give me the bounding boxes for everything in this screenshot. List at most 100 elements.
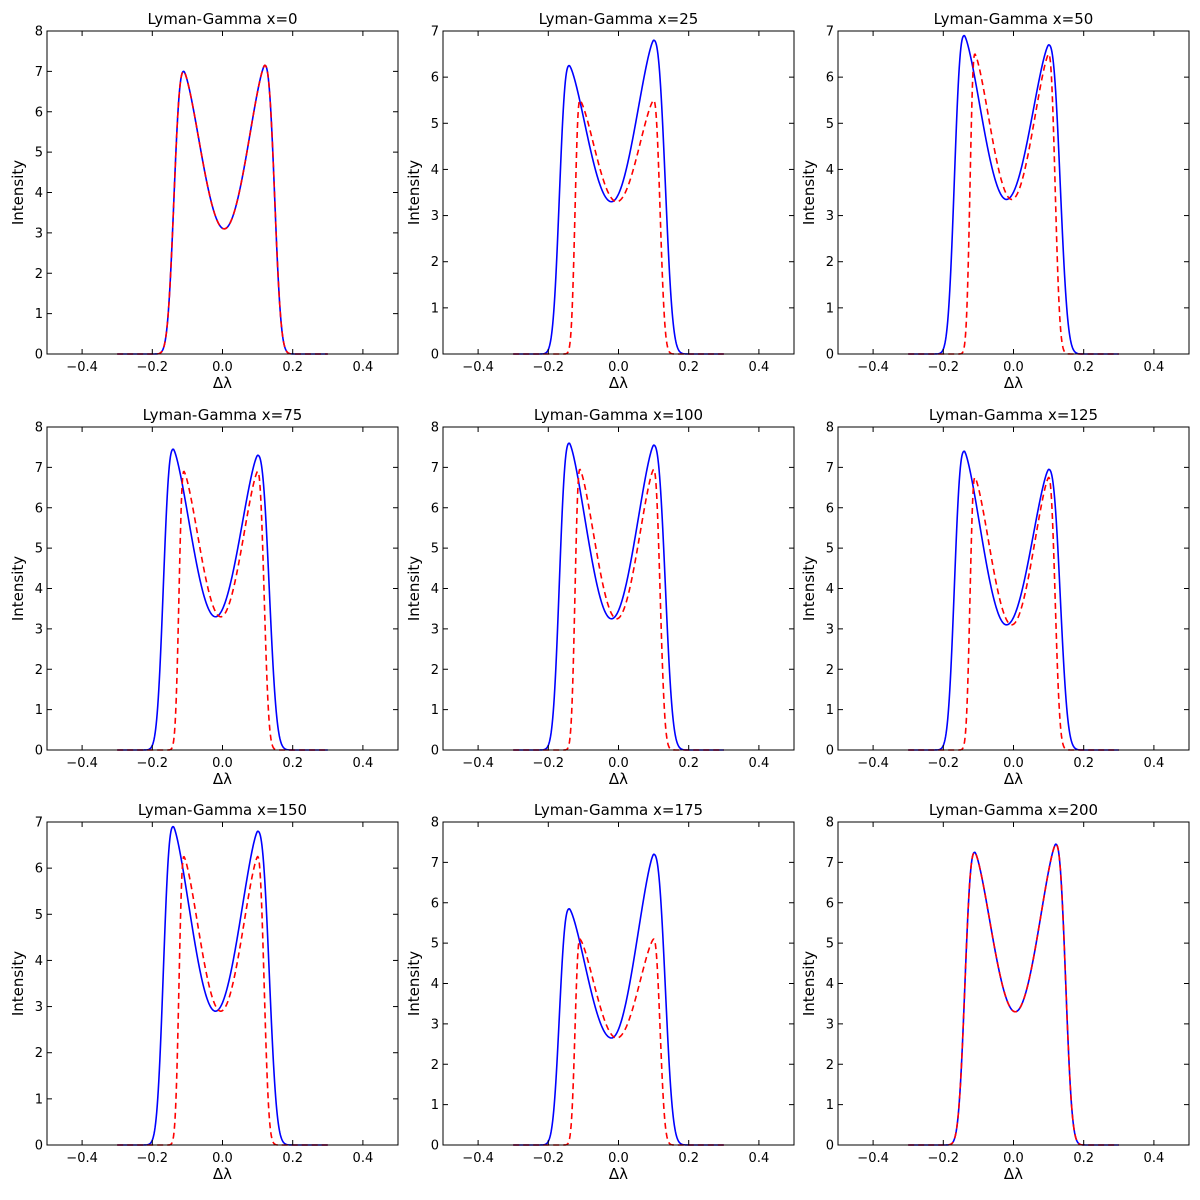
- y-tick-label: 4: [826, 582, 834, 597]
- y-axis-label: Intensity: [405, 556, 423, 621]
- plot-frame: [46, 821, 399, 1146]
- x-tick-label: 0.0: [608, 756, 629, 771]
- y-tick-label: 5: [826, 117, 834, 132]
- x-tick-label: −0.2: [137, 1151, 169, 1166]
- panel-title: Lyman-Gamma x=0: [147, 10, 297, 28]
- x-tick-label: 0.0: [212, 756, 233, 771]
- series-line-solid: [117, 64, 328, 355]
- y-tick-label: 0: [431, 1139, 439, 1154]
- x-tick-label: 0.0: [1003, 1151, 1024, 1166]
- panel-title: Lyman-Gamma x=150: [138, 801, 307, 819]
- x-axis-label: Δλ: [1004, 1165, 1023, 1183]
- y-tick-label: 4: [35, 582, 43, 597]
- x-tick-label: −0.4: [857, 756, 889, 771]
- y-tick-label: 2: [431, 1058, 439, 1073]
- y-tick-label: 7: [826, 856, 834, 871]
- y-tick-label: 2: [35, 267, 43, 282]
- y-tick-label: 1: [431, 703, 439, 718]
- y-tick-label: 1: [35, 703, 43, 718]
- y-tick-label: 7: [431, 25, 439, 40]
- y-tick-label: 1: [431, 1098, 439, 1113]
- x-tick-label: −0.4: [462, 1151, 494, 1166]
- y-tick-label: 6: [431, 896, 439, 911]
- y-tick-label: 7: [826, 25, 834, 40]
- x-tick-label: −0.2: [928, 360, 960, 375]
- x-tick-label: −0.2: [928, 1151, 960, 1166]
- y-tick-label: 3: [826, 1017, 834, 1032]
- y-tick-label: 4: [826, 977, 834, 992]
- y-tick-label: 0: [35, 1139, 43, 1154]
- x-tick-label: −0.2: [533, 360, 565, 375]
- y-axis-label: Intensity: [9, 160, 27, 225]
- y-tick-label: 7: [35, 461, 43, 476]
- panel-title: Lyman-Gamma x=100: [534, 406, 703, 424]
- y-tick-label: 6: [35, 105, 43, 120]
- y-tick-label: 4: [431, 582, 439, 597]
- y-tick-label: 2: [826, 1058, 834, 1073]
- y-tick-label: 8: [35, 421, 43, 436]
- x-tick-label: 0.0: [1003, 360, 1024, 375]
- y-tick-label: 5: [826, 542, 834, 557]
- y-tick-label: 5: [431, 542, 439, 557]
- x-tick-label: 0.2: [282, 756, 303, 771]
- series-line-solid: [908, 34, 1119, 355]
- x-tick-label: 0.4: [353, 360, 374, 375]
- y-tick-label: 2: [431, 255, 439, 270]
- panel-title: Lyman-Gamma x=25: [539, 10, 699, 28]
- y-tick-label: 0: [431, 744, 439, 759]
- series-line-solid: [513, 442, 724, 751]
- y-tick-label: 4: [826, 163, 834, 178]
- plot-frame: [837, 821, 1190, 1146]
- y-tick-label: 0: [35, 348, 43, 363]
- x-tick-label: 0.4: [749, 756, 770, 771]
- panel-5: Lyman-Gamma x=100 −0.4 −0.2 0.0 0.2 0.4 0 1 2 3 4 5…: [405, 406, 795, 788]
- x-axis-label: Δλ: [213, 1165, 232, 1183]
- x-axis-label: Δλ: [1004, 374, 1023, 392]
- y-axis-label: Intensity: [405, 951, 423, 1016]
- y-tick-label: 8: [431, 421, 439, 436]
- y-tick-label: 1: [35, 307, 43, 322]
- y-tick-label: 2: [826, 663, 834, 678]
- x-tick-label: 0.0: [608, 1151, 629, 1166]
- x-tick-label: −0.2: [137, 756, 169, 771]
- x-tick-label: 0.0: [608, 360, 629, 375]
- y-tick-label: 2: [826, 255, 834, 270]
- x-tick-label: −0.4: [66, 1151, 98, 1166]
- y-tick-label: 7: [826, 461, 834, 476]
- x-tick-label: 0.2: [282, 360, 303, 375]
- x-tick-label: 0.2: [1073, 756, 1094, 771]
- x-tick-label: 0.4: [749, 360, 770, 375]
- series-line-dashed: [908, 843, 1119, 1146]
- y-tick-label: 0: [826, 744, 834, 759]
- y-tick-label: 6: [35, 501, 43, 516]
- y-tick-label: 8: [431, 816, 439, 831]
- panel-2: Lyman-Gamma x=25 −0.4 −0.2 0.0 0.2 0.4 0 1 2 3 4 5 6…: [405, 10, 795, 392]
- y-tick-label: 6: [826, 896, 834, 911]
- y-axis-label: Intensity: [800, 160, 818, 225]
- series-line-solid: [513, 39, 724, 355]
- x-axis-label: Δλ: [609, 770, 628, 788]
- panel-7: Lyman-Gamma x=150 −0.4 −0.2 0.0 0.2 0.4 0 1 2 3 4 5…: [9, 801, 399, 1183]
- x-tick-label: 0.4: [1144, 1151, 1165, 1166]
- y-axis-label: Intensity: [9, 951, 27, 1016]
- x-tick-label: 0.2: [1073, 360, 1094, 375]
- y-tick-label: 5: [35, 908, 43, 923]
- panel-title: Lyman-Gamma x=50: [934, 10, 1094, 28]
- x-tick-label: 0.2: [282, 1151, 303, 1166]
- y-tick-label: 1: [35, 1092, 43, 1107]
- x-tick-label: 0.4: [1144, 360, 1165, 375]
- x-tick-label: 0.4: [353, 756, 374, 771]
- x-axis-label: Δλ: [213, 770, 232, 788]
- y-tick-label: 5: [35, 146, 43, 161]
- series-line-dashed: [908, 476, 1119, 751]
- y-tick-label: 0: [35, 744, 43, 759]
- plot-frame: [442, 821, 795, 1146]
- x-tick-label: −0.2: [928, 756, 960, 771]
- y-axis-label: Intensity: [800, 951, 818, 1016]
- plot-frame: [46, 30, 399, 355]
- y-axis-label: Intensity: [800, 556, 818, 621]
- x-axis-label: Δλ: [609, 1165, 628, 1183]
- y-tick-label: 0: [431, 348, 439, 363]
- y-tick-label: 6: [431, 71, 439, 86]
